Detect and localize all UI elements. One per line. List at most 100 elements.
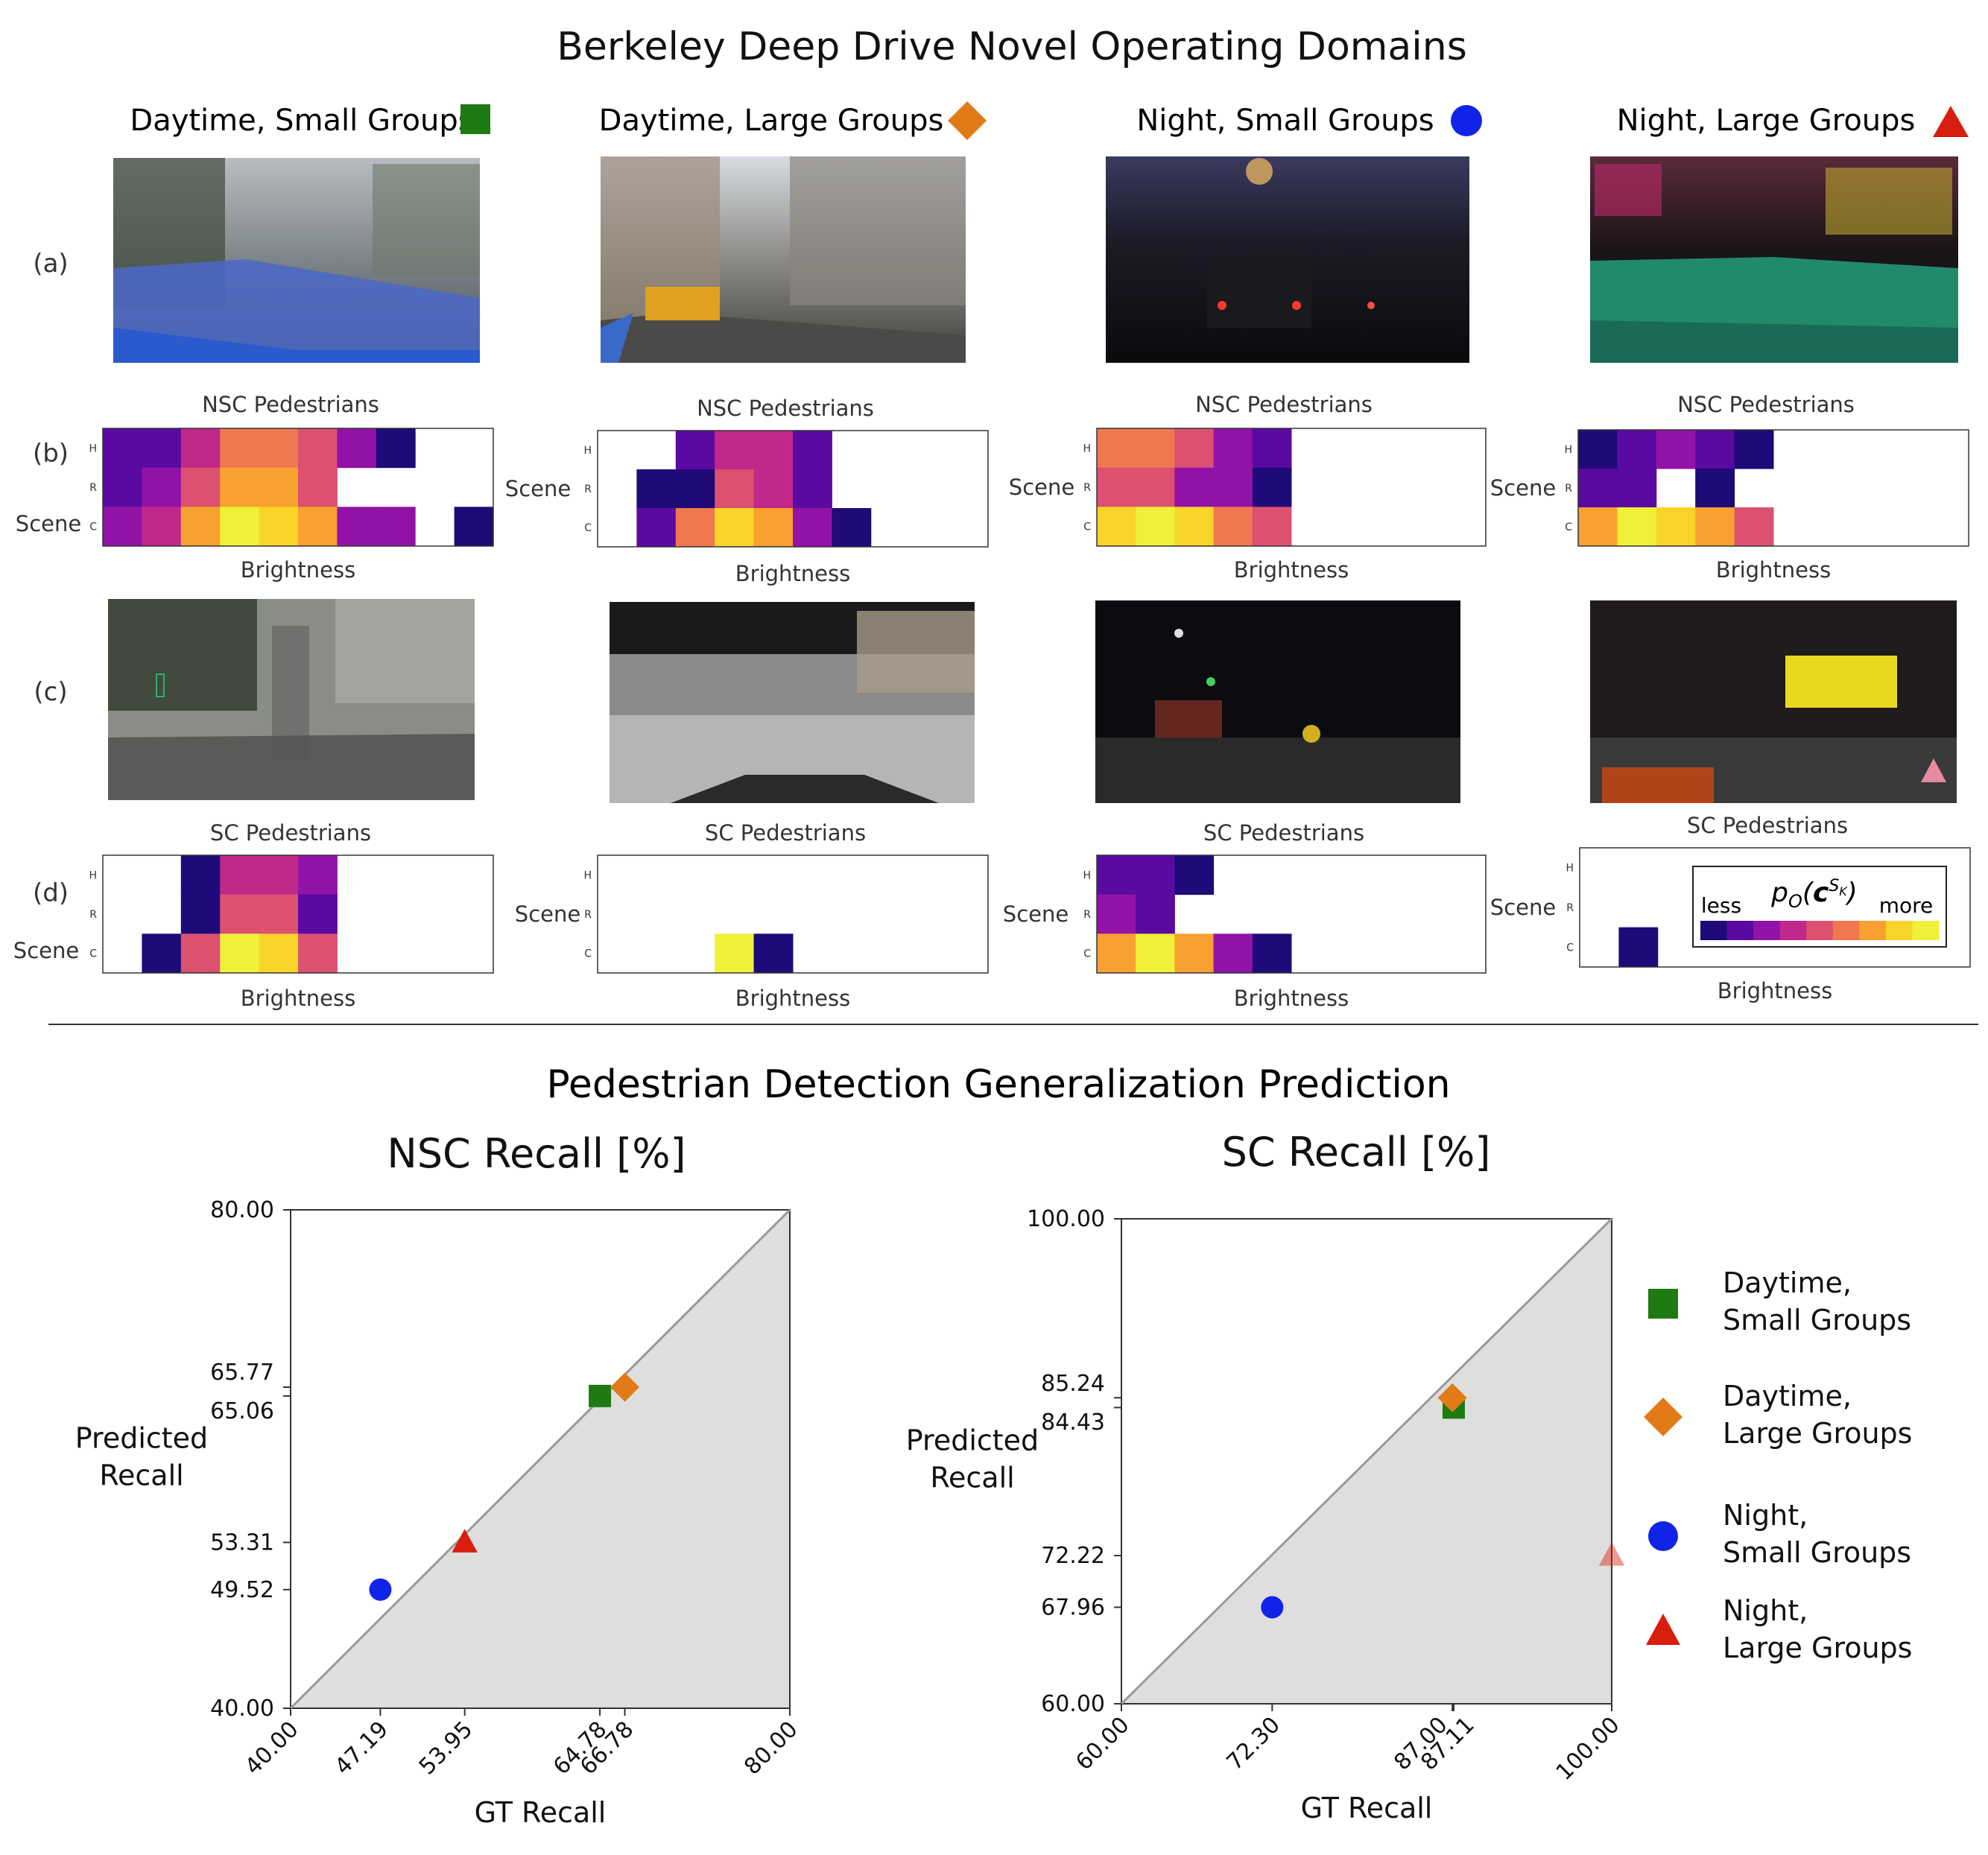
heatmap-cell (1578, 430, 1618, 469)
y-tick-label: 84.43 (1041, 1410, 1105, 1436)
heatmap-cell (1617, 507, 1657, 547)
heatmap-cell (298, 507, 338, 547)
heatmap-cell (1252, 428, 1292, 469)
y-axis-label: Predicted (75, 1422, 208, 1455)
colorbar-swatch (1779, 921, 1807, 940)
colorbar-swatch (1806, 921, 1834, 940)
heatmap-ylabel: Scene (1009, 475, 1074, 500)
heatmap-tick-label: C (584, 522, 592, 534)
circle-marker (369, 1578, 392, 1601)
heatmap-cell (103, 507, 142, 547)
heatmap-ylabel: Scene (505, 476, 571, 501)
y-tick-label: 40.00 (210, 1696, 274, 1722)
heatmap-ylabel: Scene (13, 938, 79, 963)
heatmap-tick-label: H (1083, 869, 1091, 881)
heatmap-tick-label: R (1083, 909, 1091, 921)
heatmap-cell (142, 428, 182, 469)
heatmap-cell (1213, 467, 1253, 507)
photo-a-night-large (1590, 156, 1958, 363)
x-axis-label: GT Recall (1301, 1792, 1433, 1824)
y-tick-label: 65.77 (210, 1360, 274, 1386)
heatmap-cell (675, 508, 715, 548)
heatmap-xlabel: Brightness (1718, 978, 1832, 1003)
heatmap-cell (1174, 467, 1215, 507)
heatmap-sc-4: SC Pedestrians H R C Brightness Scene (1490, 813, 1971, 1003)
heatmap-cell (180, 894, 221, 934)
colorbar-swatch (1700, 921, 1728, 940)
heatmap-tick-label: C (89, 521, 97, 533)
colorbar-swatch (1859, 921, 1887, 940)
heatmap-cell (259, 855, 299, 895)
heatmap-cell (220, 855, 260, 895)
y-tick-label: 100.00 (1027, 1206, 1105, 1232)
colorbar-more-label: more (1879, 893, 1934, 918)
y-tick-label: 53.31 (210, 1529, 274, 1556)
x-tick-label: 40.00 (240, 1716, 303, 1780)
heatmap-cell (1136, 855, 1175, 895)
heatmap-tick-label: H (583, 869, 592, 881)
heatmap-tick-label: H (583, 445, 592, 457)
heatmap-frame (597, 430, 989, 548)
heatmap-cell (1174, 428, 1215, 469)
colorbar-swatch (1885, 921, 1913, 940)
green-square-icon (460, 104, 490, 134)
legend-item: Night, Small Groups (1648, 1499, 1911, 1569)
x-tick-label: 53.95 (414, 1716, 478, 1780)
domain-header-label: Night, Large Groups (1617, 104, 1916, 138)
heatmap-frame (1579, 847, 1971, 968)
heatmap-title: NSC Pedestrians (697, 396, 874, 421)
heatmap-xlabel: Brightness (735, 561, 850, 586)
heatmap-cell (454, 507, 494, 547)
heatmap-title: SC Pedestrians (1687, 813, 1848, 838)
heatmap-nsc-1: NSC Pedestrians H R C Brightness Scene (16, 392, 494, 583)
heatmap-cell (753, 431, 794, 470)
heatmap-cell (1136, 428, 1175, 469)
colorbar-swatch (1912, 921, 1940, 940)
y-tick-label: 49.52 (210, 1577, 274, 1603)
heatmap-tick-label: H (89, 869, 97, 881)
legend-item: Daytime, Large Groups (1644, 1380, 1912, 1450)
heatmap-tick-label: R (1083, 482, 1091, 494)
heatmap-cell (376, 428, 416, 469)
colorbar-swatch (1726, 921, 1754, 940)
heatmap-cell (259, 894, 299, 934)
heatmap-title: NSC Pedestrians (1195, 392, 1373, 417)
heatmap-cell (1097, 507, 1136, 547)
heatmap-cell (1136, 933, 1175, 974)
heatmap-frame (102, 428, 494, 547)
x-tick-label: 72.30 (1222, 1712, 1285, 1775)
domain-header-label: Daytime, Small Groups (130, 104, 473, 138)
heatmap-tick-label: R (89, 482, 97, 494)
heatmap-cell (103, 467, 142, 507)
heatmap-title: NSC Pedestrians (202, 392, 379, 417)
legend-item: Night, Large Groups (1646, 1594, 1912, 1664)
heatmap-cell (1252, 933, 1292, 974)
row-label-a: (a) (33, 249, 68, 279)
plot-frame (1121, 1218, 1612, 1705)
legend-label-line2: Large Groups (1723, 1632, 1912, 1664)
photo-a-daytime-large (601, 156, 966, 363)
colorbar-gradient (1700, 921, 1940, 940)
row-label-c: (c) (34, 677, 67, 707)
heatmap-cell (1213, 933, 1253, 974)
heatmap-nsc-4: NSC Pedestrians H R C Brightness Scene (1490, 392, 1969, 583)
heatmap-title: NSC Pedestrians (1677, 392, 1855, 417)
heatmap-cell (298, 467, 338, 507)
heatmap-cell (1578, 469, 1618, 508)
heatmap-tick-label: H (1083, 443, 1091, 454)
heatmap-cell (1734, 430, 1774, 469)
legend-label-line1: Night, (1723, 1499, 1808, 1532)
triangle-marker (1598, 1542, 1625, 1566)
heatmap-xlabel: Brightness (735, 986, 850, 1011)
colorbar-less-label: less (1701, 893, 1741, 918)
photo-c-night-small (1095, 600, 1460, 803)
heatmap-tick-label: C (1565, 521, 1572, 533)
heatmap-cell (220, 507, 260, 547)
photo-a-night-small (1106, 156, 1469, 363)
heatmap-cell (103, 428, 142, 469)
heatmap-cell (1618, 927, 1659, 968)
heatmap-cell (298, 855, 338, 895)
legend-label-line1: Daytime, (1723, 1380, 1852, 1412)
heatmap-cell (793, 469, 832, 509)
